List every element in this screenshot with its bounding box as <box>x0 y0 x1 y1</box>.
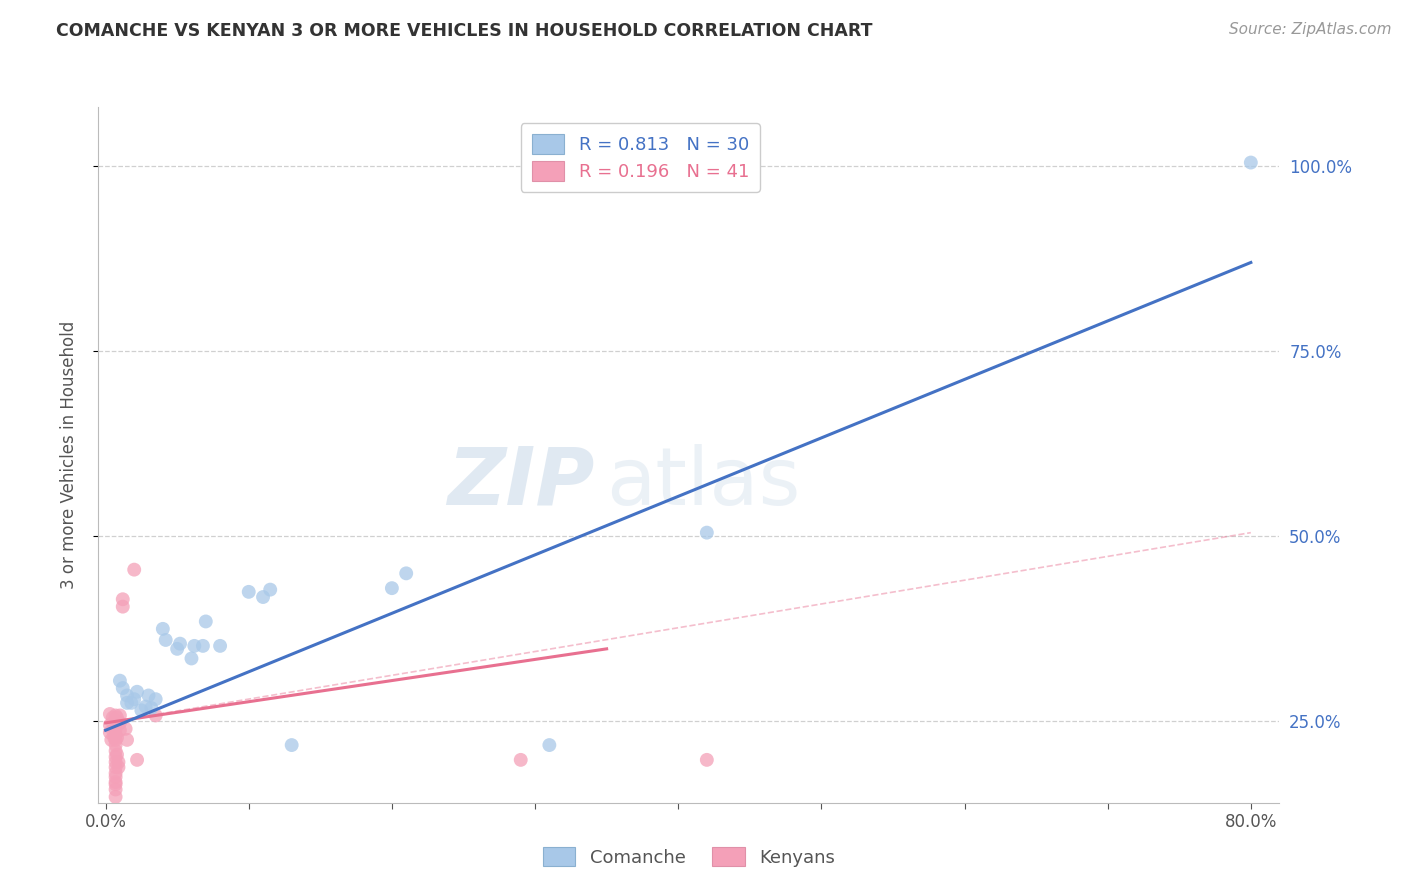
Point <box>100 732 122 747</box>
Point <box>115 696 138 710</box>
Text: atlas: atlas <box>606 443 800 522</box>
Point <box>111 592 134 607</box>
Point <box>1240 155 1263 169</box>
Point <box>131 703 153 717</box>
Point <box>104 777 127 791</box>
Point <box>101 723 124 738</box>
Point <box>381 581 404 595</box>
Point <box>104 770 127 784</box>
Text: COMANCHE VS KENYAN 3 OR MORE VEHICLES IN HOUSEHOLD CORRELATION CHART: COMANCHE VS KENYAN 3 OR MORE VEHICLES IN… <box>56 22 873 40</box>
Point <box>111 681 134 695</box>
Point <box>101 715 124 730</box>
Point <box>166 641 188 656</box>
Point <box>104 738 127 752</box>
Y-axis label: 3 or more Vehicles in Household: 3 or more Vehicles in Household <box>59 321 77 589</box>
Point <box>115 732 138 747</box>
Point <box>120 696 142 710</box>
Point <box>180 651 202 665</box>
Point <box>125 685 148 699</box>
Point <box>107 755 129 769</box>
Text: Source: ZipAtlas.com: Source: ZipAtlas.com <box>1229 22 1392 37</box>
Point <box>108 673 131 688</box>
Point <box>152 622 174 636</box>
Point <box>107 760 129 774</box>
Point <box>103 731 125 745</box>
Point <box>105 731 128 745</box>
Legend: Comanche, Kenyans: Comanche, Kenyans <box>536 839 842 874</box>
Point <box>114 722 136 736</box>
Point <box>98 718 121 732</box>
Point <box>111 599 134 614</box>
Point <box>104 750 127 764</box>
Point <box>105 711 128 725</box>
Point <box>104 722 127 736</box>
Point <box>125 753 148 767</box>
Point <box>209 639 232 653</box>
Point <box>104 766 127 780</box>
Point <box>280 738 302 752</box>
Point <box>115 689 138 703</box>
Point <box>104 755 127 769</box>
Point <box>145 708 167 723</box>
Point <box>104 782 127 797</box>
Point <box>538 738 561 752</box>
Point <box>191 639 214 653</box>
Point <box>104 744 127 758</box>
Point <box>141 701 163 715</box>
Point <box>122 692 145 706</box>
Point <box>104 708 127 723</box>
Point <box>108 723 131 738</box>
Point <box>105 747 128 762</box>
Point <box>104 732 127 747</box>
Point <box>395 566 418 581</box>
Point <box>509 753 531 767</box>
Text: ZIP: ZIP <box>447 443 595 522</box>
Point <box>104 775 127 789</box>
Point <box>145 692 167 706</box>
Point <box>98 725 121 739</box>
Point <box>252 590 274 604</box>
Point <box>135 699 157 714</box>
Point <box>98 706 121 721</box>
Point <box>108 715 131 730</box>
Point <box>108 708 131 723</box>
Point <box>183 639 205 653</box>
Point <box>155 632 177 647</box>
Point <box>104 789 127 804</box>
Point <box>696 753 718 767</box>
Point <box>104 714 127 729</box>
Point <box>194 615 217 629</box>
Point <box>104 760 127 774</box>
Point <box>138 689 160 703</box>
Point <box>122 563 145 577</box>
Point <box>104 728 127 742</box>
Point <box>696 525 718 540</box>
Point <box>238 585 260 599</box>
Point <box>169 637 191 651</box>
Point <box>101 711 124 725</box>
Point <box>259 582 281 597</box>
